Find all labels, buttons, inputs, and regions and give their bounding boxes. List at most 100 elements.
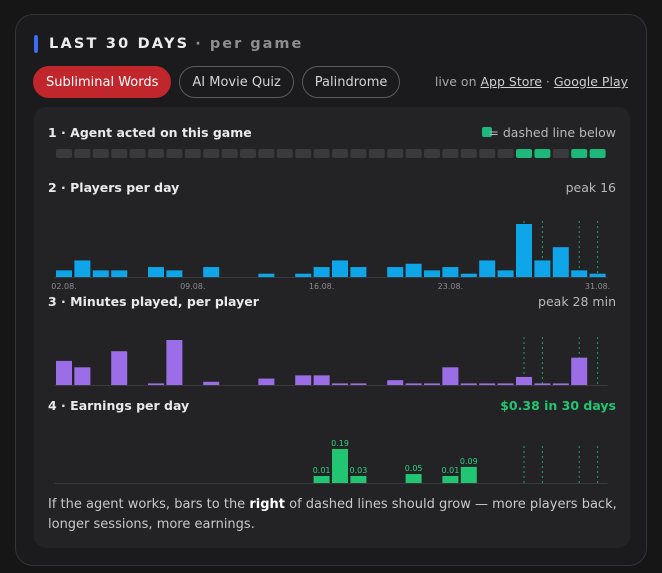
- agent-day-cell: [460, 149, 477, 158]
- agent-day-cell: [442, 149, 459, 158]
- agent-day-cell: [56, 149, 72, 158]
- bar: [332, 260, 348, 277]
- bar: [148, 267, 164, 277]
- agent-day-cell: [313, 149, 330, 158]
- bar: [258, 378, 275, 385]
- agent-day-cell: [166, 149, 183, 158]
- bar: [534, 260, 551, 277]
- agent-day-cell: [74, 149, 91, 158]
- agent-day-cell: [295, 149, 312, 158]
- link-separator: ·: [545, 74, 550, 89]
- game-tabs: Subliminal Words AI Movie Quiz Palindrom…: [33, 66, 401, 98]
- store-links: live on App Store · Google Play: [435, 74, 628, 89]
- tab-palindrome[interactable]: Palindrome: [301, 66, 401, 98]
- agent-day-cell-active: [589, 149, 606, 158]
- bar: [516, 376, 532, 385]
- bar: [442, 476, 459, 483]
- bar: [313, 476, 330, 483]
- bar: [313, 375, 330, 385]
- bar: [166, 340, 183, 385]
- live-on-label: live on: [434, 74, 477, 89]
- stats-card: LAST 30 DAYS · per game Subliminal Words…: [15, 14, 647, 566]
- charts-svg: 1 · Agent acted on this game = dashed li…: [48, 125, 616, 484]
- agent-day-cell: [387, 149, 404, 158]
- bar: [387, 380, 404, 385]
- bar: [460, 273, 477, 277]
- bar: [442, 367, 459, 385]
- x-tick-label: 31.08.: [585, 282, 610, 291]
- bar: [295, 375, 312, 385]
- bar: [332, 449, 348, 483]
- bar: [552, 383, 569, 385]
- agent-legend-swatch: [482, 127, 492, 137]
- agent-day-cell: [332, 149, 348, 158]
- bar: [313, 267, 330, 277]
- bar-data-label: 0.05: [405, 464, 423, 473]
- bar: [571, 270, 588, 277]
- bar: [332, 383, 348, 385]
- bar: [424, 270, 440, 277]
- agent-day-cell: [111, 149, 128, 158]
- header-accent-bar: [34, 35, 38, 53]
- bar: [442, 267, 459, 277]
- players-peak-label: peak 16: [566, 180, 616, 195]
- bar: [405, 474, 422, 483]
- bar: [203, 381, 220, 385]
- x-tick-label: 02.08.: [51, 282, 76, 291]
- bar: [258, 273, 275, 277]
- bar: [350, 383, 367, 385]
- bar-data-label: 0.09: [460, 457, 478, 466]
- bar: [350, 476, 367, 483]
- bar: [460, 383, 477, 385]
- bar: [460, 466, 477, 483]
- bar: [350, 267, 367, 277]
- x-tick-label: 16.08.: [309, 282, 334, 291]
- bar: [111, 270, 128, 277]
- bar: [479, 383, 496, 385]
- agent-day-cell: [258, 149, 275, 158]
- agent-day-cell: [552, 149, 569, 158]
- bar: [387, 267, 404, 277]
- bar: [56, 360, 72, 385]
- agent-day-cell: [368, 149, 385, 158]
- bar: [552, 247, 569, 277]
- footer-note: If the agent works, bars to the right of…: [48, 495, 623, 535]
- bar: [148, 383, 164, 385]
- bar: [497, 383, 514, 385]
- agent-day-cell-active: [516, 149, 532, 158]
- header-subtitle: · per game: [195, 36, 304, 52]
- bar: [571, 357, 588, 385]
- bar: [497, 270, 514, 277]
- footer-text-before: If the agent works, bars to the: [48, 497, 246, 512]
- agent-day-cell: [405, 149, 422, 158]
- earnings-chart: 0.010.190.03 0.05 0.010.09: [54, 439, 608, 484]
- bar: [405, 383, 422, 385]
- charts-panel: 1 · Agent acted on this game = dashed li…: [34, 107, 630, 548]
- bar: [92, 270, 109, 277]
- bar-data-label: 0.01: [313, 466, 331, 475]
- bar-data-label: 0.03: [349, 466, 367, 475]
- bar: [203, 267, 220, 277]
- x-tick-label: 23.08.: [438, 282, 463, 291]
- bar: [74, 260, 91, 277]
- players-chart: 02.08. 09.08. 16.08. 23.08. 31.08.: [51, 221, 610, 291]
- earnings-total-label: $0.38 in 30 days: [500, 398, 616, 413]
- agent-day-cell-active: [534, 149, 551, 158]
- agent-day-strip: [56, 149, 606, 158]
- agent-day-cell: [203, 149, 220, 158]
- tab-subliminal-words[interactable]: Subliminal Words: [33, 66, 172, 98]
- agent-day-cell: [129, 149, 146, 158]
- app-store-link[interactable]: App Store: [480, 74, 542, 89]
- bar: [479, 260, 496, 277]
- agent-day-cell: [92, 149, 109, 158]
- footer-text-after: of dashed lines should grow — more playe…: [48, 497, 617, 532]
- bar: [166, 270, 183, 277]
- minutes-peak-label: peak 28 min: [538, 294, 616, 309]
- bar: [424, 383, 440, 385]
- agent-day-cell: [148, 149, 164, 158]
- bar: [295, 273, 312, 277]
- google-play-link[interactable]: Google Play: [553, 74, 628, 89]
- bar: [111, 351, 128, 385]
- agent-day-cell-active: [571, 149, 588, 158]
- tab-ai-movie-quiz[interactable]: AI Movie Quiz: [179, 66, 294, 98]
